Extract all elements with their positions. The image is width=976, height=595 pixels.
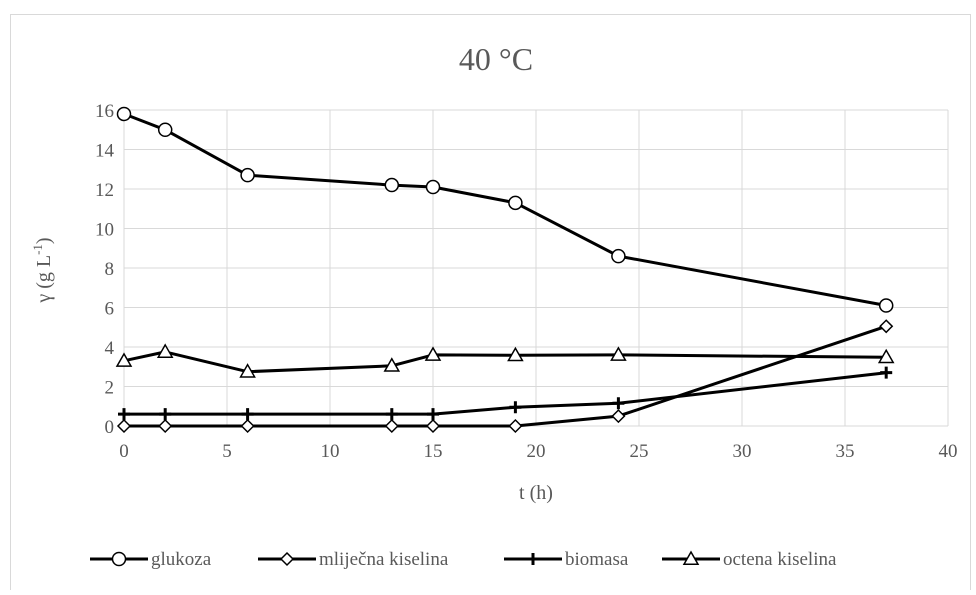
- data-point: [157, 122, 173, 137]
- x-tick-label: 10: [321, 441, 340, 462]
- data-point: [115, 352, 133, 367]
- x-tick-label: 20: [527, 441, 546, 462]
- data-point: [610, 346, 627, 361]
- legend-label: biomasa: [565, 549, 629, 570]
- data-point: [612, 397, 625, 410]
- data-point: [159, 408, 172, 421]
- legend-entry: mliječna kiselina: [258, 549, 449, 570]
- data-point: [384, 177, 400, 193]
- data-point: [425, 179, 441, 195]
- y-tick-label: 4: [105, 338, 115, 359]
- x-tick-label: 30: [733, 441, 752, 462]
- y-axis-label: γ (g L-1): [30, 237, 55, 303]
- x-tick-label: 25: [630, 441, 649, 462]
- series-glukoza: [116, 106, 894, 313]
- y-tick-label: 10: [95, 220, 114, 241]
- y-axis-label-end: ): [33, 237, 55, 244]
- data-point: [509, 401, 522, 414]
- y-tick-label: 14: [95, 141, 115, 162]
- legend-entry: glukoza: [90, 549, 212, 570]
- data-point: [508, 418, 523, 434]
- legend-marker: [279, 551, 295, 567]
- series-mliječna-kiselina: [116, 319, 894, 434]
- data-point: [383, 357, 401, 372]
- y-tick-label: 2: [105, 378, 115, 399]
- x-tick-label: 15: [424, 441, 443, 462]
- data-point: [240, 418, 255, 434]
- data-point: [877, 348, 895, 364]
- y-axis-label-sup: -1: [30, 244, 45, 255]
- data-point: [241, 408, 254, 421]
- data-point: [239, 363, 256, 378]
- legend-label: glukoza: [151, 549, 212, 570]
- y-tick-label: 6: [105, 299, 115, 320]
- y-tick-label: 0: [105, 417, 115, 438]
- x-tick-label: 0: [119, 441, 129, 462]
- data-point: [384, 418, 399, 434]
- data-point: [427, 408, 439, 421]
- legend-marker: [111, 551, 127, 567]
- data-point: [118, 408, 130, 421]
- data-point: [116, 418, 132, 434]
- data-point: [385, 408, 398, 421]
- y-axis-label-base: γ (g L: [33, 255, 55, 304]
- axis-ticks: 0 2 4 6 8 10 12 14 16 0 5 10 15 20 25 30 35 40: [95, 101, 958, 462]
- data-point: [156, 343, 174, 358]
- data-point: [611, 248, 626, 264]
- data-point: [116, 106, 132, 122]
- legend-entry: biomasa: [504, 549, 629, 570]
- series-line: [123, 350, 887, 374]
- legend: glukoza mliječna kiselina biomasa octena ki…: [90, 549, 837, 570]
- data-point: [158, 418, 173, 434]
- legend-marker: [527, 553, 539, 565]
- data-point: [611, 409, 626, 424]
- legend-entry: octena kiselina: [662, 549, 837, 570]
- series-line: [124, 324, 887, 428]
- legend-label: octena kiselina: [723, 549, 837, 570]
- y-tick-label: 16: [95, 101, 114, 122]
- data-point: [508, 195, 523, 211]
- legend-label: mliječna kiselina: [319, 549, 449, 570]
- series-line: [124, 371, 887, 416]
- data-point: [879, 319, 894, 334]
- legend-marker: [682, 550, 700, 565]
- y-tick-label: 12: [95, 180, 114, 201]
- x-tick-label: 40: [939, 441, 958, 462]
- data-point: [880, 366, 893, 379]
- data-point: [240, 167, 255, 183]
- series-line: [123, 112, 887, 307]
- x-axis-label: t (h): [519, 482, 553, 504]
- data-point: [878, 298, 894, 313]
- x-tick-label: 35: [836, 441, 855, 462]
- x-tick-label: 5: [222, 441, 232, 462]
- data-series: [115, 106, 895, 434]
- data-point: [424, 346, 442, 361]
- series-octena-kiselina: [115, 343, 895, 378]
- chart-title: 40 °C: [459, 41, 533, 77]
- series-biomasa: [118, 366, 893, 421]
- data-point: [507, 346, 524, 362]
- y-tick-label: 8: [105, 259, 115, 280]
- chart-border: [10, 14, 971, 595]
- data-point: [425, 418, 441, 434]
